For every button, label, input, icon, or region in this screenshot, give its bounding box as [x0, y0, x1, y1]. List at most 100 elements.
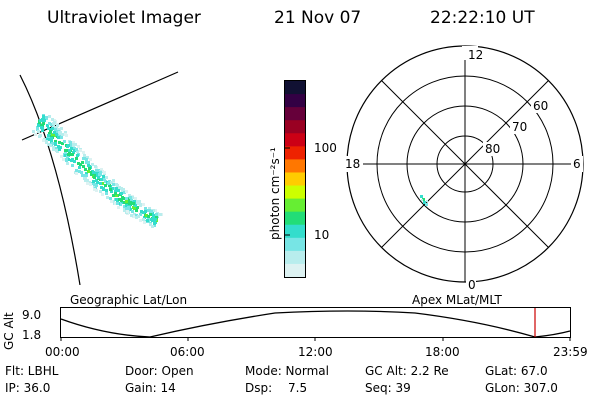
- emission-pixel: [159, 213, 162, 216]
- gain-status: Gain: 14: [125, 381, 176, 395]
- emission-pixel: [42, 115, 45, 118]
- emission-pixel: [131, 210, 134, 213]
- emission-pixel: [127, 208, 130, 211]
- emission-pixel: [100, 186, 103, 189]
- emission-pixel: [128, 203, 131, 206]
- emission-pixel: [59, 146, 62, 149]
- emission-pixel: [76, 154, 79, 157]
- emission-pixel: [125, 202, 128, 205]
- polar-label-bg-18: [343, 156, 363, 172]
- orbit-altitude-plot: [60, 307, 571, 341]
- emission-pixel: [153, 224, 156, 227]
- emission-pixel: [91, 182, 94, 185]
- emission-pixel: [48, 122, 51, 125]
- emission-pixel: [57, 136, 60, 139]
- emission-pixel: [58, 141, 61, 144]
- emission-pixel: [53, 131, 56, 134]
- colorbar-segment: [285, 250, 305, 265]
- emission-pixel: [74, 143, 77, 146]
- emission-pixel: [151, 219, 154, 222]
- colorbar-segment: [285, 172, 305, 187]
- emission-pixel: [52, 134, 55, 137]
- emission-pixel: [73, 147, 76, 150]
- emission-pixel: [71, 158, 74, 161]
- emission-pixel: [37, 124, 40, 127]
- colorbar-segment: [285, 133, 305, 147]
- emission-pixel: [110, 190, 113, 193]
- emission-pixel: [93, 188, 96, 191]
- emission-pixel: [112, 200, 115, 203]
- emission-pixel: [76, 150, 79, 153]
- emission-pixel: [127, 198, 130, 201]
- emission-pixel: [105, 189, 108, 192]
- emission-pixel: [52, 148, 55, 151]
- emission-pixel: [110, 200, 113, 203]
- emission-pixel: [68, 153, 71, 156]
- polar-label-mlt-0: 0: [468, 278, 476, 292]
- emission-pixel: [71, 164, 74, 167]
- glat-status: GLat: 67.0: [485, 364, 548, 378]
- emission-pixel: [37, 130, 40, 133]
- emission-pixel: [87, 164, 90, 167]
- emission-pixel: [87, 161, 90, 164]
- emission-pixel: [109, 188, 112, 191]
- emission-pixel: [39, 134, 42, 137]
- ip-status: IP: 36.0: [5, 381, 51, 395]
- emission-pixel: [57, 128, 60, 131]
- emission-pixel: [85, 158, 88, 161]
- emission-pixel: [83, 177, 86, 180]
- emission-pixel: [143, 216, 146, 219]
- emission-pixel: [146, 219, 149, 222]
- emission-pixel: [146, 209, 149, 212]
- emission-pixel: [75, 169, 78, 172]
- emission-pixel: [65, 159, 68, 162]
- colorbar-segment: [285, 146, 305, 160]
- emission-pixel: [95, 189, 98, 192]
- dsp-label: Dsp:: [245, 381, 273, 395]
- colorbar-segment: [285, 94, 305, 108]
- colorbar-segment: [285, 159, 305, 174]
- colorbar: [284, 80, 306, 278]
- emission-pixel: [96, 181, 99, 184]
- emission-pixel: [132, 215, 135, 218]
- emission-pixel: [46, 124, 49, 127]
- emission-pixel: [155, 216, 158, 219]
- emission-pixel: [114, 202, 117, 205]
- polar-label-lat-80: 80: [485, 142, 500, 156]
- emission-pixel: [88, 167, 91, 170]
- emission-pixel: [139, 213, 142, 216]
- emission-pixel: [136, 201, 139, 204]
- emission-pixel: [135, 214, 138, 217]
- colorbar-frame: [284, 80, 306, 278]
- emission-pixel: [47, 127, 50, 130]
- emission-pixel: [105, 192, 108, 195]
- emission-pixel: [77, 145, 80, 148]
- sequence-status: Seq: 39: [365, 381, 411, 395]
- emission-pixel: [137, 215, 140, 218]
- emission-pixel: [148, 207, 151, 210]
- emission-pixel: [54, 142, 57, 145]
- emission-pixel: [49, 144, 52, 147]
- colorbar-tick-label-100: 100: [314, 141, 337, 155]
- emission-pixel: [72, 144, 75, 147]
- colorbar-segment: [285, 81, 305, 95]
- xtick-label-0600: 06:00: [170, 345, 205, 359]
- emission-pixel: [123, 191, 126, 194]
- emission-pixel: [97, 176, 100, 179]
- emission-pixel: [54, 128, 57, 131]
- polar-label-bg-70: [510, 120, 529, 134]
- emission-pixel: [140, 210, 143, 213]
- geographic-latlon-title: Geographic Lat/Lon: [70, 293, 188, 307]
- xtick-label-1800: 18:00: [425, 345, 460, 359]
- polar-diagonal-2: [381, 80, 549, 248]
- emission-pixel: [58, 131, 61, 134]
- emission-pixel: [115, 183, 118, 186]
- emission-pixel: [75, 148, 78, 151]
- emission-pixel: [135, 209, 138, 212]
- xtick-label-2359: 23:59: [553, 345, 588, 359]
- emission-pixel: [60, 155, 63, 158]
- emission-pixel: [105, 176, 108, 179]
- emission-pixel: [142, 203, 145, 206]
- mode-status: Mode: Normal: [245, 364, 329, 378]
- emission-pixel: [82, 165, 85, 168]
